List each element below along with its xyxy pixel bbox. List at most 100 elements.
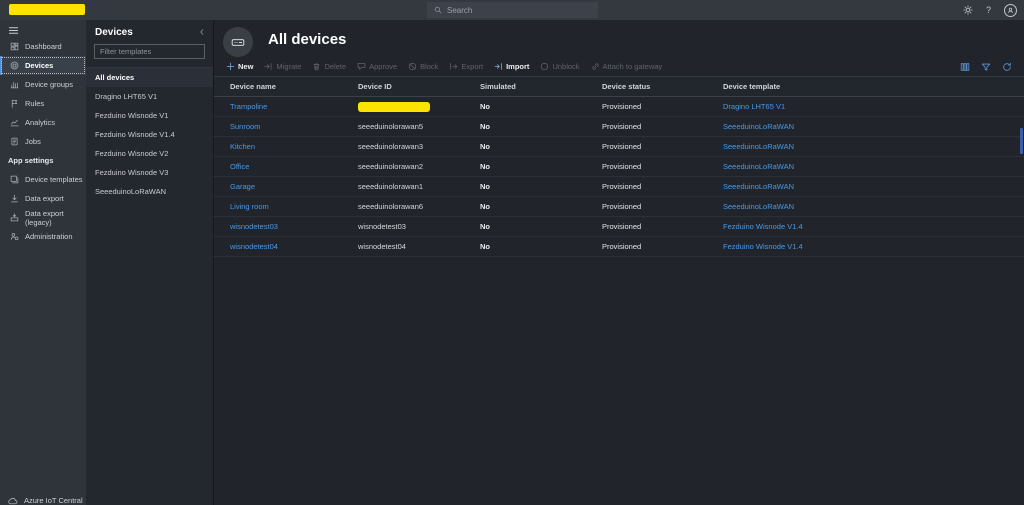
device-template-link[interactable]: SeeeduinoLoRaWAN [723,162,795,171]
device-status-value: Provisioned [602,182,642,191]
template-filter-item-dragino-lht65-v1[interactable]: Dragino LHT65 V1 [95,92,158,101]
approve-icon [357,62,366,71]
device-template-link[interactable]: SeeeduinoLoRaWAN [723,182,795,191]
data-export-icon [10,194,19,203]
jobs-icon [10,137,19,146]
filter-icon[interactable] [981,62,991,72]
device-name-link[interactable]: Office [230,162,250,171]
device-status-value: Provisioned [602,162,642,171]
device-id-cell [358,97,430,116]
sidebar-item-label: Device groups [25,80,73,89]
rules-icon [10,99,19,108]
column-options-icon[interactable] [960,62,970,72]
topbar: Search ? [0,0,1024,20]
table-header-row: Device name Device ID Simulated Device stat… [214,76,1024,97]
device-template-link[interactable]: Fezduino Wisnode V1.4 [723,222,803,231]
devices-icon [10,61,19,70]
template-filter-item-fezduino-wisnode-v1-4[interactable]: Fezduino Wisnode V1.4 [95,130,175,139]
sidebar-item-label: Jobs [25,137,41,146]
import-button[interactable]: Import [494,62,529,71]
device-template-link[interactable]: SeeeduinoLoRaWAN [723,142,795,151]
devices-panel-header: Devices [95,24,206,40]
table-row: Kitchen seeeduinolorawan3 No Provisioned See… [214,137,1024,157]
toolbar-button-label: New [238,62,254,71]
template-filter-item-fezduino-wisnode-v1[interactable]: Fezduino Wisnode V1 [95,111,169,120]
search-input[interactable]: Search [427,2,598,18]
sidebar-item-device-groups[interactable]: Device groups [0,75,86,94]
device-name-link[interactable]: wisnodetest03 [230,222,278,231]
column-header-device-name[interactable]: Device name [230,82,276,91]
device-id-redaction [358,101,430,112]
simulated-value: No [480,162,490,171]
column-header-device-id[interactable]: Device ID [358,82,392,91]
sidebar-item-analytics[interactable]: Analytics [0,113,86,132]
sidebar-item-devices[interactable]: Devices [0,56,86,75]
search-icon [434,6,442,14]
device-name-link[interactable]: Garage [230,182,256,191]
unblock-icon [540,62,549,71]
sidebar-item-label: Rules [25,99,45,108]
template-filter-item-fezduino-wisnode-v3[interactable]: Fezduino Wisnode V3 [95,168,169,177]
new-button[interactable]: New [226,62,253,71]
column-header-simulated[interactable]: Simulated [480,82,516,91]
template-filter-item-all-devices[interactable]: All devices [86,68,213,87]
device-name-link[interactable]: Living room [230,202,269,211]
sidebar-item-label: Administration [25,232,73,241]
simulated-value: No [480,242,490,251]
sidebar-item-rules[interactable]: Rules [0,94,86,113]
migrate-icon [264,62,273,71]
refresh-icon[interactable] [1002,62,1012,72]
app-title-redaction [9,4,85,15]
all-devices-page-icon [223,27,253,57]
attach-to-gateway-button: Attach to gateway [591,62,662,71]
vertical-scrollbar-thumb[interactable] [1020,128,1023,154]
device-name-link[interactable]: Kitchen [230,142,256,151]
device-id-value: wisnodetest04 [358,242,406,251]
toolbar-button-label: Export [461,62,484,71]
sidebar-item-label: Dashboard [25,42,62,51]
data-export-legacy-icon [10,213,19,222]
account-avatar-icon[interactable] [1004,3,1017,17]
sidebar-item-jobs[interactable]: Jobs [0,132,86,151]
sidebar-item-azure-iot-central[interactable]: Azure IoT Central [0,491,86,505]
settings-gear-icon[interactable] [963,5,973,15]
device-template-link[interactable]: SeeeduinoLoRaWAN [723,202,795,211]
simulated-value: No [480,182,490,191]
menu-toggle-icon[interactable] [8,25,19,36]
migrate-button: Migrate [264,62,301,71]
device-name-link[interactable]: Sunroom [230,122,261,131]
main-content: All devices New Migrate Delete Approve Block… [214,20,1024,505]
collapse-panel-icon[interactable] [198,28,206,36]
device-status-value: Provisioned [602,122,642,131]
simulated-value: No [480,142,490,151]
column-header-device-template[interactable]: Device template [723,82,781,91]
simulated-value: No [480,102,490,111]
device-template-list: All devices Dragino LHT65 V1 Fezduino Wisn… [86,67,213,201]
toolbar-button-label: Import [506,62,530,71]
dashboard-icon [10,42,19,51]
sidebar-item-administration[interactable]: Administration [0,227,86,246]
export-button: Export [449,62,483,71]
template-filter-item-seeeduinolorawan[interactable]: SeeeduinoLoRaWAN [95,187,167,196]
simulated-value: No [480,202,490,211]
device-template-link[interactable]: Fezduino Wisnode V1.4 [723,242,803,251]
device-name-link[interactable]: wisnodetest04 [230,242,278,251]
sidebar-item-dashboard[interactable]: Dashboard [0,37,86,56]
toolbar: New Migrate Delete Approve Block Export Import… [226,59,662,74]
filter-templates-input[interactable] [94,44,205,59]
help-icon[interactable]: ? [985,4,991,15]
device-template-link[interactable]: Dragino LHT65 V1 [723,102,786,111]
device-template-link[interactable]: SeeeduinoLoRaWAN [723,122,795,131]
toolbar-button-label: Unblock [552,62,580,71]
column-header-device-status[interactable]: Device status [602,82,651,91]
sidebar: Dashboard Devices Device groups Rules Analyt… [0,20,86,505]
sidebar-item-label: Analytics [25,118,56,127]
attach-gateway-icon [591,62,600,71]
sidebar-item-data-export-legacy[interactable]: Data export (legacy) [0,208,86,227]
table-body: Trampoline No Provisioned Dragino LHT65 V1 S… [214,97,1024,257]
sidebar-item-device-templates[interactable]: Device templates [0,170,86,189]
device-name-link[interactable]: Trampoline [230,102,268,111]
administration-icon [10,232,19,241]
sidebar-item-data-export[interactable]: Data export [0,189,86,208]
template-filter-item-fezduino-wisnode-v2[interactable]: Fezduino Wisnode V2 [95,149,169,158]
